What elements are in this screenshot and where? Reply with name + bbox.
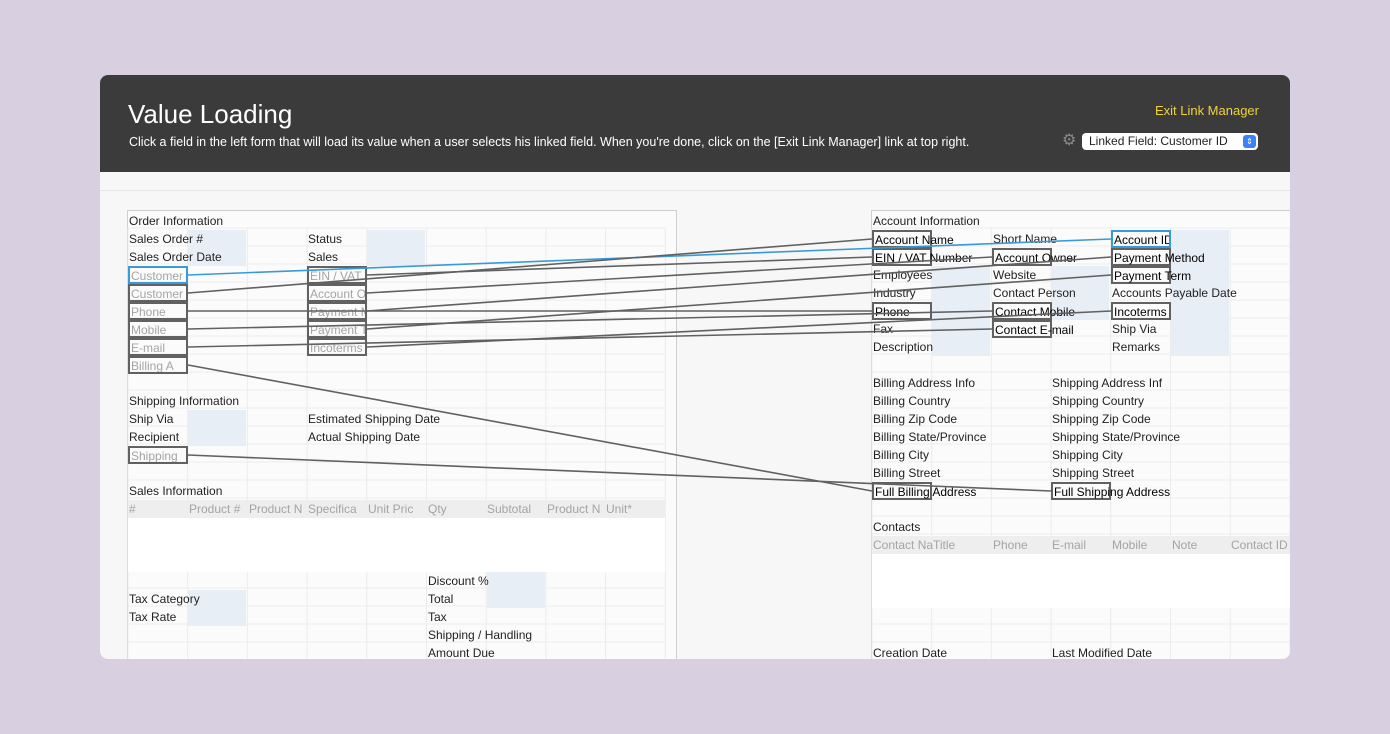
col-title: Title xyxy=(933,538,956,552)
field-phone[interactable]: Phone xyxy=(128,302,188,320)
instructions-text: Click a field in the left form that will… xyxy=(129,135,970,149)
label-billing-country: Billing Country xyxy=(873,394,951,408)
field-mobile[interactable]: Mobile xyxy=(128,320,188,338)
field-billing-address[interactable]: Billing A xyxy=(128,356,188,374)
label-sales-order-date: Sales Order Date xyxy=(129,250,222,264)
label-shipping-zip: Shipping Zip Code xyxy=(1052,412,1151,426)
label-shipping-state: Shipping State/Province xyxy=(1052,430,1181,444)
label-shipping-country: Shipping Country xyxy=(1052,394,1145,408)
field-phone-right[interactable]: Phone xyxy=(872,302,932,320)
page-title: Value Loading xyxy=(128,99,293,129)
label-tax-rate: Tax Rate xyxy=(129,610,177,624)
label-short-name: Short Name xyxy=(993,232,1058,246)
section-shipping-address-info: Shipping Address Inf xyxy=(1052,376,1163,390)
label-status: Status xyxy=(308,232,343,246)
section-shipping-information: Shipping Information xyxy=(129,394,240,408)
field-shipping-address[interactable]: Shipping xyxy=(128,446,188,464)
label-billing-zip: Billing Zip Code xyxy=(873,412,958,426)
label-billing-city: Billing City xyxy=(873,448,930,462)
field-ein-vat-number[interactable]: EIN / VAT Number xyxy=(872,248,972,266)
label-tax: Tax xyxy=(428,610,447,624)
field-email[interactable]: E-mail xyxy=(128,338,188,356)
section-billing-address-info: Billing Address Info xyxy=(873,376,976,390)
label-fax: Fax xyxy=(873,322,894,336)
col-email: E-mail xyxy=(1052,538,1087,552)
label-discount: Discount % xyxy=(428,574,489,588)
divider xyxy=(100,190,1290,191)
col-specification: Specifica xyxy=(308,502,357,516)
field-account-owner[interactable]: Account O xyxy=(307,284,367,302)
label-website: Website xyxy=(993,268,1037,282)
section-sales-information: Sales Information xyxy=(129,484,223,498)
label-last-modified-date: Last Modified Date xyxy=(1052,646,1153,659)
col-unit: Unit* xyxy=(606,502,633,516)
linked-field-value: Linked Field: Customer ID xyxy=(1089,134,1228,148)
label-industry: Industry xyxy=(873,286,916,300)
field-payment-term[interactable]: Payment T xyxy=(307,320,367,338)
section-order-information: Order Information xyxy=(129,214,224,228)
field-account-name[interactable]: Account Name xyxy=(872,230,954,248)
col-product-note: Product N xyxy=(547,502,601,516)
col-phone: Phone xyxy=(993,538,1028,552)
label-shipping-city: Shipping City xyxy=(1052,448,1123,462)
label-accounts-payable-date: Accounts Payable Date xyxy=(1112,286,1237,300)
col-line-no: # xyxy=(129,502,136,516)
col-product-no: Product # xyxy=(189,502,241,516)
label-ship-via: Ship Via xyxy=(129,412,174,426)
label-employees: Employees xyxy=(873,268,933,282)
field-incoterms-right[interactable]: Incoterms xyxy=(1111,302,1171,320)
col-contact-id: Contact ID xyxy=(1231,538,1288,552)
label-recipient: Recipient xyxy=(129,430,180,444)
field-account-owner-right[interactable]: Account Owner xyxy=(992,248,1077,266)
field-customer-name[interactable]: Customer xyxy=(128,284,188,302)
label-contact-person: Contact Person xyxy=(993,286,1076,300)
chevron-updown-icon: ⇕ xyxy=(1243,135,1256,148)
field-full-shipping-address[interactable]: Full Shipping Address xyxy=(1051,482,1170,500)
label-sales: Sales xyxy=(308,250,339,264)
col-subtotal: Subtotal xyxy=(487,502,532,516)
label-total: Total xyxy=(428,592,454,606)
label-shipping-street: Shipping Street xyxy=(1052,466,1135,480)
label-ship-via-right: Ship Via xyxy=(1112,322,1157,336)
label-billing-street: Billing Street xyxy=(873,466,941,480)
exit-link-manager-link[interactable]: Exit Link Manager xyxy=(1154,103,1259,118)
field-contact-mobile[interactable]: Contact Mobile xyxy=(992,302,1075,320)
gear-icon[interactable]: ⚙ xyxy=(1062,132,1077,149)
label-tax-category: Tax Category xyxy=(129,592,200,606)
field-ein-vat[interactable]: EIN / VAT xyxy=(307,266,367,284)
header-bar: Value Loading Click a field in the left … xyxy=(100,75,1290,172)
col-note: Note xyxy=(1172,538,1198,552)
field-payment-method[interactable]: Payment M xyxy=(307,302,367,320)
linked-field-select[interactable]: Linked Field: Customer ID ⇕ xyxy=(1082,133,1258,150)
col-qty: Qty xyxy=(428,502,447,516)
field-incoterms[interactable]: Incoterms xyxy=(307,338,367,356)
label-estimated-shipping-date: Estimated Shipping Date xyxy=(308,412,441,426)
label-billing-state: Billing State/Province xyxy=(873,430,987,444)
label-remarks: Remarks xyxy=(1112,340,1161,354)
label-amount-due: Amount Due xyxy=(428,646,495,659)
field-payment-term-right[interactable]: Payment Term xyxy=(1111,266,1191,284)
label-shipping-handling: Shipping / Handling xyxy=(428,628,533,642)
label-description: Description xyxy=(873,340,934,354)
label-actual-shipping-date: Actual Shipping Date xyxy=(308,430,421,444)
col-mobile: Mobile xyxy=(1112,538,1148,552)
field-account-id[interactable]: Account ID xyxy=(1111,230,1171,248)
field-payment-method-right[interactable]: Payment Method xyxy=(1111,248,1205,266)
col-contact-name: Contact Na xyxy=(873,538,934,552)
section-account-information: Account Information xyxy=(873,214,980,228)
label-sales-order-no: Sales Order # xyxy=(129,232,204,246)
label-creation-date: Creation Date xyxy=(873,646,948,659)
col-product-name: Product N xyxy=(249,502,303,516)
field-full-billing-address[interactable]: Full Billing Address xyxy=(872,482,976,500)
link-manager-card: Value Loading Click a field in the left … xyxy=(100,75,1290,659)
col-unit-price: Unit Pric xyxy=(368,502,414,516)
field-customer-id[interactable]: Customer xyxy=(128,266,188,284)
section-contacts: Contacts xyxy=(873,520,921,534)
field-contact-email[interactable]: Contact E-mail xyxy=(992,320,1074,338)
